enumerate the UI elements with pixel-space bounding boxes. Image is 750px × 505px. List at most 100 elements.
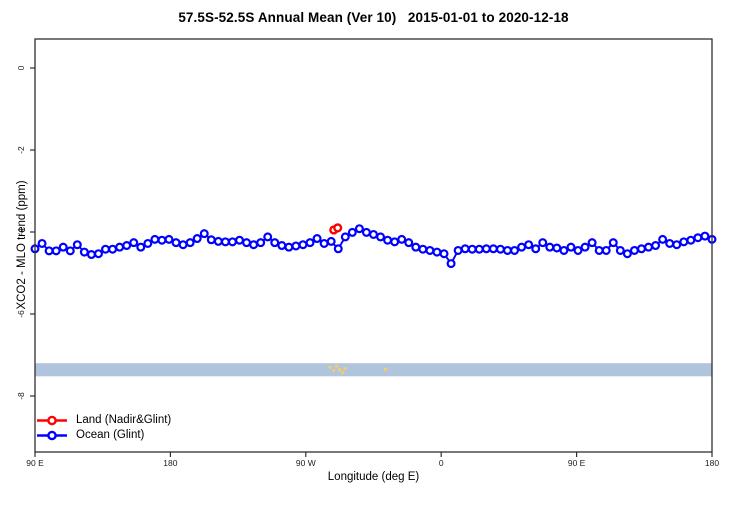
ocean-point bbox=[178, 240, 188, 250]
ocean-point bbox=[390, 237, 400, 247]
legend-swatch-ocean-icon bbox=[37, 430, 67, 441]
legend-item-land: Land (Nadir&Glint) bbox=[37, 413, 171, 428]
ocean-point bbox=[164, 234, 174, 244]
x-tick-label: 0 bbox=[439, 458, 444, 468]
ocean-point bbox=[305, 238, 315, 248]
legend-item-ocean: Ocean (Glint) bbox=[37, 428, 171, 443]
ocean-point bbox=[439, 249, 449, 259]
ocean-point bbox=[538, 238, 548, 248]
ocean-point bbox=[256, 238, 266, 248]
ocean-point bbox=[44, 246, 54, 256]
ocean-point bbox=[615, 245, 625, 255]
ocean-point bbox=[199, 229, 209, 239]
ocean-point bbox=[658, 234, 668, 244]
ocean-point bbox=[227, 237, 237, 247]
y-axis-label: XCO2 - MLO trend (ppm) bbox=[16, 180, 28, 310]
ocean-point bbox=[453, 245, 463, 255]
x-tick-label: 180 bbox=[163, 458, 177, 468]
ocean-point bbox=[474, 244, 484, 254]
ocean-point bbox=[284, 242, 294, 252]
artifact-dot bbox=[343, 366, 347, 371]
ocean-point bbox=[481, 244, 491, 254]
ocean-point bbox=[679, 237, 689, 247]
artifact-dot bbox=[383, 367, 388, 372]
y-tick-label: -8 bbox=[16, 392, 26, 400]
ocean-point bbox=[129, 238, 139, 248]
ocean-point bbox=[629, 245, 639, 255]
ocean-point bbox=[242, 238, 252, 248]
ocean-point bbox=[277, 241, 287, 251]
ocean-point bbox=[495, 244, 505, 254]
ocean-point bbox=[545, 242, 555, 252]
ocean-point bbox=[150, 234, 160, 244]
ocean-point bbox=[665, 238, 675, 248]
ocean-point bbox=[531, 244, 541, 254]
artifact-dot bbox=[334, 364, 339, 368]
x-tick-label: 90 E bbox=[568, 458, 586, 468]
ocean-point bbox=[298, 240, 308, 250]
ocean-point bbox=[432, 247, 442, 257]
ocean-point bbox=[418, 244, 428, 254]
ocean-point bbox=[594, 245, 604, 255]
ocean-point bbox=[171, 238, 181, 248]
ocean-point bbox=[369, 229, 379, 239]
ocean-point bbox=[319, 238, 329, 248]
artifact-dot bbox=[331, 368, 336, 373]
highlight-band bbox=[35, 363, 712, 377]
ocean-point bbox=[37, 238, 47, 248]
ocean-point bbox=[693, 233, 703, 243]
ocean-point bbox=[700, 231, 710, 241]
ocean-point bbox=[235, 235, 245, 245]
ocean-point bbox=[467, 244, 477, 254]
ocean-point bbox=[587, 238, 597, 248]
artifact-dot bbox=[328, 365, 332, 369]
ocean-point bbox=[72, 240, 82, 250]
ocean-point bbox=[397, 234, 407, 244]
legend: Land (Nadir&Glint) Ocean (Glint) bbox=[37, 413, 171, 443]
ocean-point bbox=[340, 232, 350, 242]
ocean-point bbox=[86, 250, 96, 260]
ocean-point bbox=[58, 242, 68, 252]
ocean-point bbox=[79, 247, 89, 257]
land-point bbox=[333, 223, 343, 233]
x-tick-label: 90 W bbox=[296, 458, 316, 468]
ocean-point bbox=[622, 249, 632, 259]
ocean-point bbox=[361, 227, 371, 237]
ocean-point bbox=[291, 241, 301, 251]
ocean-point bbox=[651, 241, 661, 251]
ocean-point bbox=[206, 235, 216, 245]
ocean-point bbox=[192, 234, 202, 244]
ocean-point bbox=[573, 245, 583, 255]
ocean-point bbox=[460, 244, 470, 254]
plot-border bbox=[34, 38, 713, 453]
ocean-point bbox=[115, 242, 125, 252]
ocean-point bbox=[333, 244, 343, 254]
y-tick-label: -6 bbox=[16, 310, 26, 318]
ocean-point bbox=[65, 246, 75, 256]
ocean-point bbox=[347, 227, 357, 237]
y-tick-label: -2 bbox=[16, 146, 26, 154]
legend-label-land: Land (Nadir&Glint) bbox=[76, 414, 172, 426]
x-tick-label: 90 E bbox=[26, 458, 44, 468]
ocean-point bbox=[510, 245, 520, 255]
legend-label-ocean: Ocean (Glint) bbox=[76, 429, 145, 441]
ocean-point bbox=[122, 241, 132, 251]
ocean-point bbox=[263, 232, 273, 242]
ocean-point bbox=[157, 235, 167, 245]
ocean-point bbox=[446, 259, 456, 269]
ocean-point bbox=[213, 236, 223, 246]
x-axis-label: Longitude (deg E) bbox=[327, 471, 420, 483]
ocean-point bbox=[524, 240, 534, 250]
ocean-point bbox=[672, 240, 682, 250]
ocean-point bbox=[686, 235, 696, 245]
ocean-point bbox=[354, 224, 364, 234]
legend-swatch-land-icon bbox=[37, 415, 67, 426]
y-tick-label: 0 bbox=[16, 65, 26, 70]
ocean-point bbox=[136, 242, 146, 252]
ocean-point bbox=[644, 242, 654, 252]
ocean-point bbox=[411, 242, 421, 252]
ocean-point bbox=[580, 242, 590, 252]
ocean-point bbox=[326, 236, 336, 246]
artifact-dot bbox=[340, 370, 345, 375]
